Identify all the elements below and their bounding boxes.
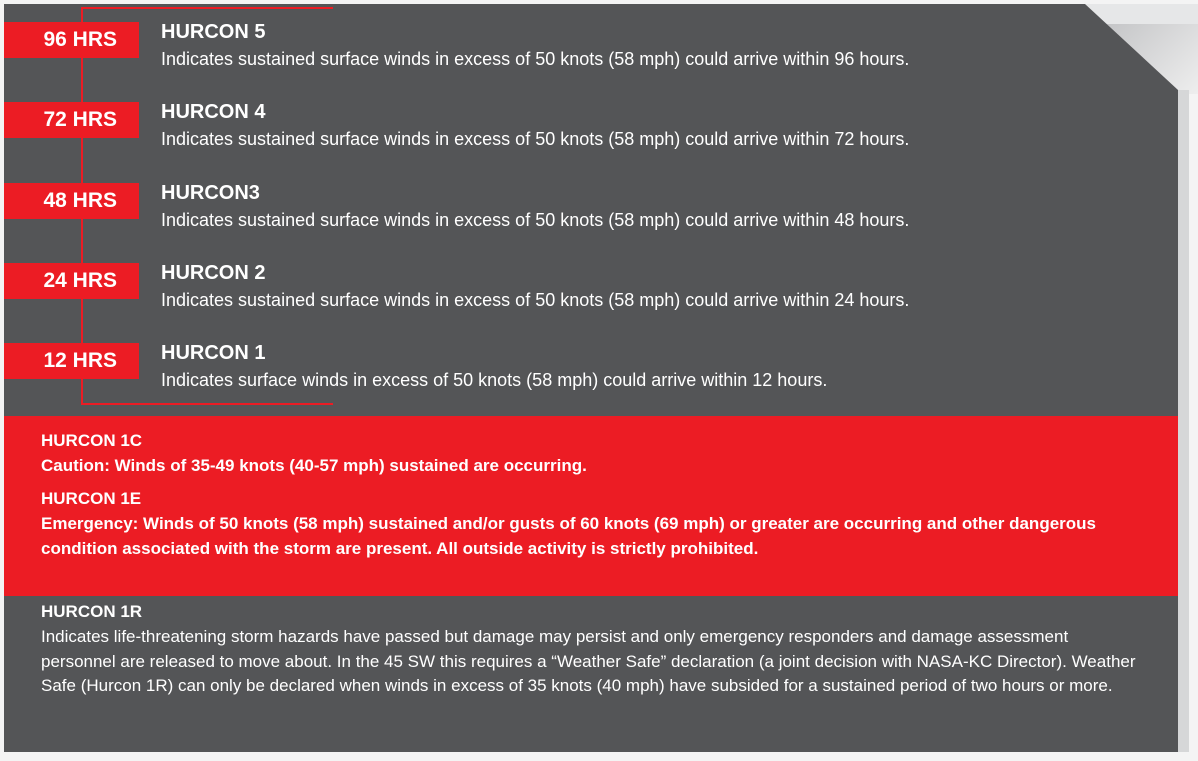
level-title: HURCON 5 bbox=[161, 21, 266, 43]
timeline-bottom-line bbox=[81, 403, 333, 405]
level-desc: Indicates surface winds in excess of 50 … bbox=[161, 370, 828, 390]
level-desc: Indicates sustained surface winds in exc… bbox=[161, 49, 910, 69]
level-title: HURCON 1 bbox=[161, 342, 266, 364]
level-desc: Indicates sustained surface winds in exc… bbox=[161, 210, 910, 230]
level-title: HURCON 2 bbox=[161, 262, 266, 284]
hurcon-1c-title: HURCON 1C bbox=[41, 431, 143, 450]
hurcon-1e-title: HURCON 1E bbox=[41, 489, 142, 508]
level-title: HURCON3 bbox=[161, 182, 260, 204]
hurcon-1e-desc: Emergency: Winds of 50 knots (58 mph) su… bbox=[41, 514, 1096, 558]
right-edge-strip bbox=[1178, 90, 1189, 752]
hours-tag: 12 HRS bbox=[4, 343, 139, 379]
level-desc: Indicates sustained surface winds in exc… bbox=[161, 290, 910, 310]
hours-tag: 72 HRS bbox=[4, 102, 139, 138]
level-desc: Indicates sustained surface winds in exc… bbox=[161, 129, 910, 149]
level-title: HURCON 4 bbox=[161, 101, 266, 123]
hurcon-1r-desc: Indicates life-threatening storm hazards… bbox=[41, 627, 1136, 695]
hurcon-1r-title: HURCON 1R bbox=[41, 602, 143, 621]
hours-tag: 24 HRS bbox=[4, 263, 139, 299]
hurcon-1c-desc: Caution: Winds of 35-49 knots (40-57 mph… bbox=[41, 456, 587, 475]
emergency-section bbox=[4, 416, 1178, 596]
timeline-top-line bbox=[81, 7, 333, 9]
hurcon-panel bbox=[4, 4, 1178, 752]
hours-tag: 96 HRS bbox=[4, 22, 139, 58]
hours-tag: 48 HRS bbox=[4, 183, 139, 219]
